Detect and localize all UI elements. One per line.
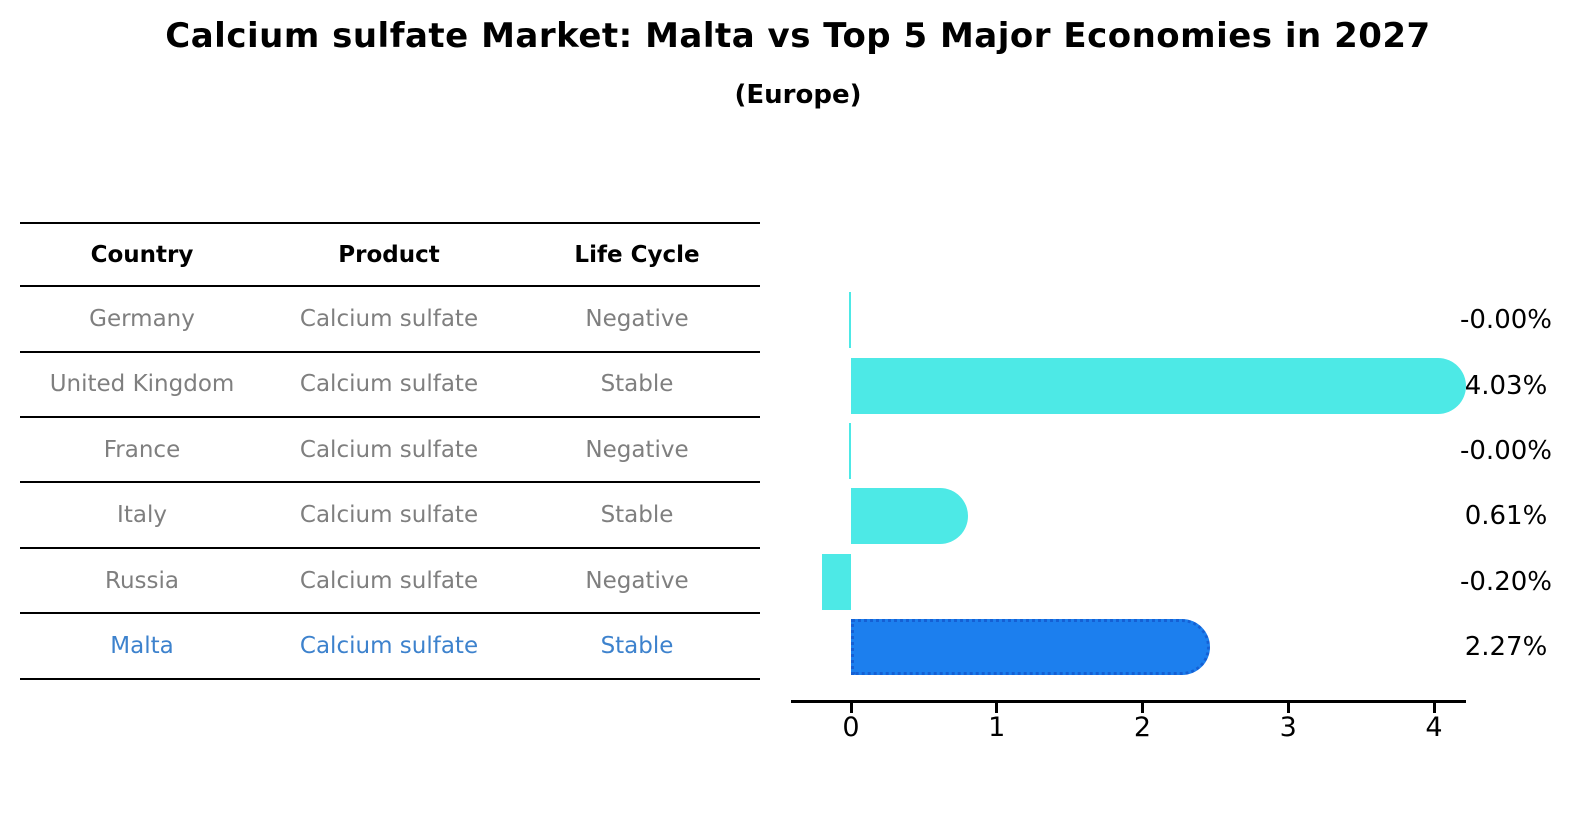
table-header-row: Country Product Life Cycle bbox=[20, 222, 760, 288]
table-row: Russia Calcium sulfate Negative bbox=[20, 549, 760, 615]
bar-value-label: 0.61% bbox=[1464, 501, 1548, 532]
x-axis-line bbox=[791, 700, 1466, 703]
cell-product: Calcium sulfate bbox=[299, 567, 479, 594]
cell-product: Calcium sulfate bbox=[299, 305, 479, 332]
bar-value-label: -0.00% bbox=[1460, 305, 1552, 336]
bar-united-kingdom bbox=[851, 357, 1467, 414]
cell-country: Russia bbox=[105, 567, 179, 594]
column-header-country: Country bbox=[90, 241, 194, 268]
cell-product: Calcium sulfate bbox=[299, 371, 479, 398]
cell-product: Calcium sulfate bbox=[299, 632, 479, 659]
bar-value-label: 2.27% bbox=[1464, 631, 1548, 662]
cell-life_cycle: Stable bbox=[600, 502, 674, 529]
market-table: Country Product Life Cycle Germany Calcium s… bbox=[20, 222, 760, 680]
table-row: Italy Calcium sulfate Stable bbox=[20, 483, 760, 549]
x-tick-label: 2 bbox=[1133, 712, 1152, 743]
x-tick-label: 0 bbox=[842, 712, 860, 743]
x-tick bbox=[1286, 703, 1290, 713]
bar-value-label: -0.20% bbox=[1460, 566, 1552, 597]
bar-germany bbox=[849, 292, 851, 349]
table-row: United Kingdom Calcium sulfate Stable bbox=[20, 353, 760, 419]
cell-country: Germany bbox=[89, 305, 195, 332]
cell-life_cycle: Stable bbox=[600, 371, 674, 398]
table-row: Malta Calcium sulfate Stable bbox=[20, 614, 760, 680]
cell-life_cycle: Negative bbox=[585, 305, 689, 332]
cell-product: Calcium sulfate bbox=[299, 436, 479, 463]
bar-france bbox=[849, 422, 851, 479]
column-header-life_cycle: Life Cycle bbox=[574, 241, 700, 268]
cell-country: Italy bbox=[117, 502, 167, 529]
bar-italy bbox=[851, 488, 968, 545]
cell-product: Calcium sulfate bbox=[299, 502, 479, 529]
cell-life_cycle: Negative bbox=[585, 567, 689, 594]
chart-title: Calcium sulfate Market: Malta vs Top 5 M… bbox=[165, 16, 1431, 56]
x-tick bbox=[1141, 703, 1144, 713]
x-tick-label: 1 bbox=[988, 712, 1006, 743]
table-row: France Calcium sulfate Negative bbox=[20, 418, 760, 484]
bar-russia bbox=[821, 553, 851, 610]
x-tick bbox=[995, 703, 999, 713]
cell-life_cycle: Stable bbox=[600, 632, 674, 659]
cell-life_cycle: Negative bbox=[585, 436, 689, 463]
column-header-product: Product bbox=[338, 241, 440, 268]
cell-country: Malta bbox=[110, 632, 174, 659]
cell-country: United Kingdom bbox=[49, 371, 235, 398]
x-tick bbox=[1432, 703, 1436, 713]
bar-value-label: -0.00% bbox=[1460, 435, 1552, 466]
bar-malta bbox=[851, 618, 1210, 675]
chart-subtitle: (Europe) bbox=[734, 80, 862, 110]
cell-country: France bbox=[103, 436, 181, 463]
x-tick-label: 4 bbox=[1425, 712, 1443, 743]
x-tick bbox=[849, 703, 853, 713]
table-row: Germany Calcium sulfate Negative bbox=[20, 287, 760, 353]
bar-value-label: 4.03% bbox=[1464, 370, 1548, 401]
x-tick-label: 3 bbox=[1279, 712, 1297, 743]
